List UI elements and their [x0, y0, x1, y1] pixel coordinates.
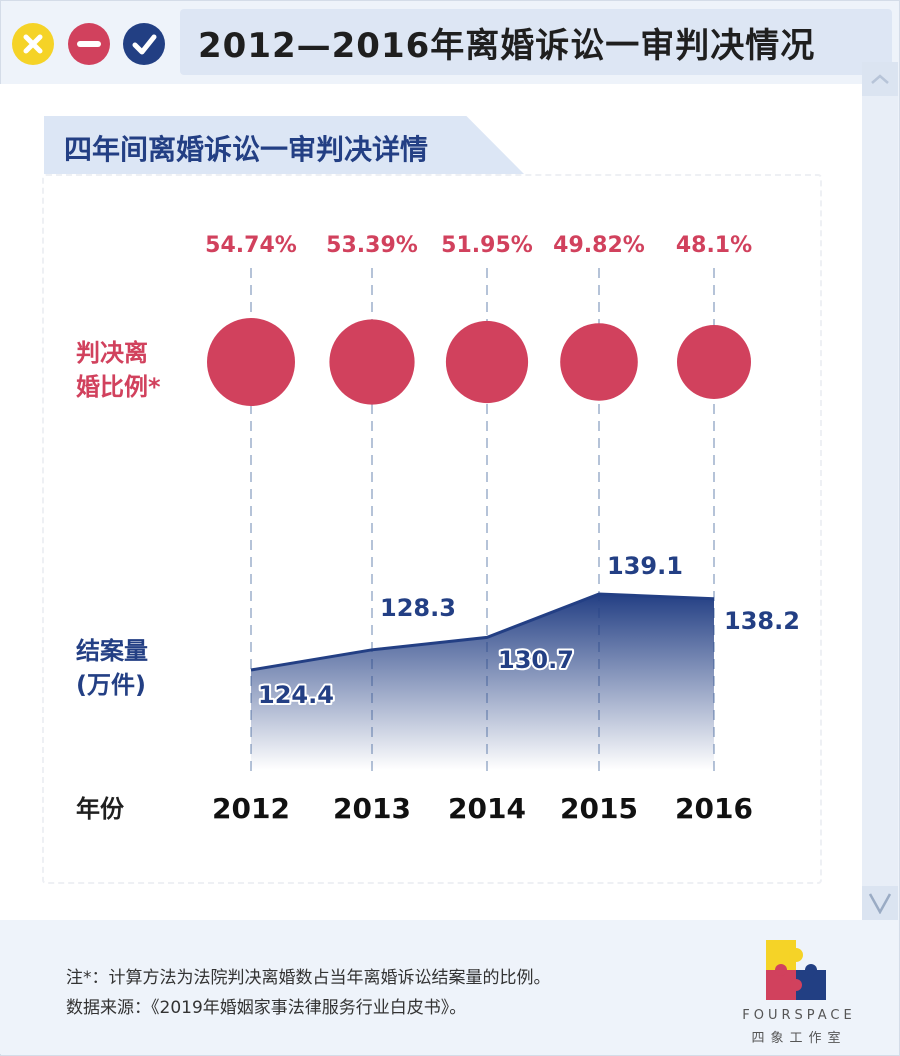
ratio-circle	[446, 321, 528, 403]
year-tick-label: 2015	[560, 792, 638, 825]
year-tick-label: 2014	[448, 792, 526, 825]
ratio-circles	[207, 318, 751, 406]
logo-text-cn: 四象工作室	[724, 1027, 874, 1046]
year-tick-label: 2016	[675, 792, 753, 825]
footnote: 注*：计算方法为法院判决离婚数占当年离婚诉讼结案量的比例。	[66, 963, 551, 988]
ratio-value-label: 51.95%	[441, 233, 533, 258]
ratio-circle	[207, 318, 295, 406]
year-tick-label: 2013	[333, 792, 411, 825]
ratio-circle	[677, 325, 751, 399]
ratio-value-label: 53.39%	[326, 233, 418, 258]
logo-text-en: FOURSPACE	[724, 1008, 874, 1023]
ratio-value-label: 48.1%	[676, 233, 752, 258]
cases-value-label: 130.7	[498, 646, 574, 674]
cases-value-label: 138.2	[724, 607, 800, 635]
cases-value-label: 128.3	[380, 594, 456, 622]
fourspace-logo	[764, 938, 828, 1002]
ratio-value-label: 54.74%	[205, 233, 297, 258]
data-source: 数据来源：《2019年婚姻家事法律服务行业白皮书》。	[66, 993, 466, 1018]
cases-value-label: 124.4	[258, 681, 334, 709]
year-tick-label: 2012	[212, 792, 290, 825]
ratio-value-label: 49.82%	[553, 233, 645, 258]
ratio-circle	[560, 323, 638, 401]
cases-value-label: 139.1	[607, 552, 683, 580]
ratio-circle	[329, 319, 414, 404]
